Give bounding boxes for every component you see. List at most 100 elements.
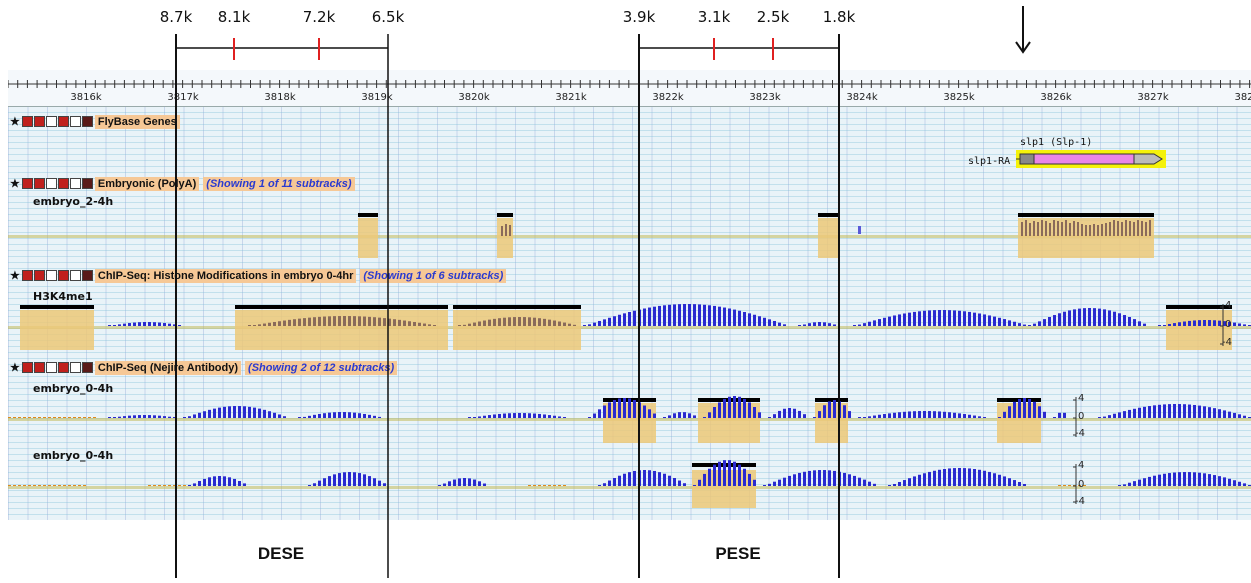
peak-bar — [815, 398, 848, 402]
track-baseline — [8, 486, 1251, 489]
track-header-histone: ★ ChIP-Seq: Histone Modifications in emb… — [10, 267, 507, 284]
share-icon[interactable] — [57, 178, 69, 189]
star-icon[interactable]: ★ — [10, 116, 20, 128]
pese-scale-label: 3.9k — [622, 8, 656, 26]
gene-model[interactable] — [1016, 150, 1166, 168]
pese-region-label: PESE — [715, 544, 761, 563]
ruler-tick-label: 3827k — [1137, 92, 1169, 103]
base-position-ruler: 3816k 3817k 3818k 3819k 3820k 3821k 3822… — [8, 70, 1251, 107]
enriched-region[interactable] — [818, 218, 840, 258]
axis-label-zero: 0 — [1078, 479, 1085, 490]
pese-scale-label: 1.8k — [822, 8, 856, 26]
ruler-tick-label: 3824k — [846, 92, 878, 103]
subtracks-link[interactable]: (Showing 2 of 12 subtracks) — [245, 360, 398, 375]
enriched-region[interactable] — [235, 310, 448, 350]
help-icon[interactable] — [81, 270, 93, 281]
help-icon[interactable] — [81, 362, 93, 373]
track-header-flybase: ★ FlyBase Genes — [10, 113, 180, 130]
peak-bar — [818, 213, 840, 217]
help-icon[interactable] — [81, 116, 93, 127]
axis-label-top: 4 — [1078, 460, 1085, 471]
ruler-tick-label: 3817k — [167, 92, 199, 103]
subtracks-link[interactable]: (Showing 1 of 11 subtracks) — [203, 176, 355, 191]
axis-label-zero: 0 — [1225, 319, 1232, 330]
track-title: FlyBase Genes — [94, 114, 180, 129]
move-icon[interactable] — [45, 178, 57, 189]
move-icon[interactable] — [45, 362, 57, 373]
axis-label-top: 4 — [1225, 300, 1232, 311]
track-header-embryonic: ★ Embryonic (PolyA) (Showing 1 of 11 sub… — [10, 175, 355, 192]
ruler-tick-label: 3816k — [70, 92, 102, 103]
star-icon[interactable]: ★ — [10, 178, 20, 190]
genome-browser-panel[interactable]: 3816k 3817k 3818k 3819k 3820k 3821k 3822… — [8, 70, 1251, 520]
enriched-region[interactable] — [453, 310, 581, 350]
ruler-tick-label: 3823k — [749, 92, 781, 103]
subtrack-label: embryo_2-4h — [33, 195, 114, 208]
share-icon[interactable] — [57, 270, 69, 281]
ruler-tick-label: 3820k — [458, 92, 490, 103]
track-baseline — [8, 326, 1251, 329]
subtrack-label: embryo_0-4h — [33, 449, 114, 462]
subtracks-link[interactable]: (Showing 1 of 6 subtracks) — [360, 268, 507, 283]
peak-bar — [358, 213, 378, 217]
close-icon[interactable] — [33, 178, 45, 189]
subtrack-label: H3K4me1 — [33, 290, 93, 303]
configure-icon[interactable] — [69, 362, 81, 373]
track-header-nejire: ★ ChIP-Seq (Nejire Antibody) (Showing 2 … — [10, 359, 398, 376]
histone-signal-graphic — [108, 304, 1251, 346]
axis-label-bottom: -4 — [1075, 428, 1085, 439]
ruler-tick-label: 3825k — [943, 92, 975, 103]
dese-scale-label: 6.5k — [371, 8, 405, 26]
remove-track-icon[interactable] — [21, 270, 33, 281]
peak-bar — [453, 305, 581, 309]
share-icon[interactable] — [57, 116, 69, 127]
pese-scale-label: 2.5k — [756, 8, 790, 26]
enriched-region[interactable] — [358, 218, 378, 258]
gene-model-graphic — [1016, 153, 1163, 165]
enriched-region[interactable] — [815, 403, 848, 443]
pese-scale-label: 3.1k — [697, 8, 731, 26]
dese-scale-label: 8.7k — [159, 8, 193, 26]
down-arrow-icon — [1015, 6, 1031, 54]
ruler-tick-label: 3819k — [361, 92, 393, 103]
move-icon[interactable] — [45, 270, 57, 281]
configure-icon[interactable] — [69, 116, 81, 127]
remove-track-icon[interactable] — [21, 116, 33, 127]
enriched-region[interactable] — [1166, 310, 1232, 350]
configure-icon[interactable] — [69, 178, 81, 189]
ruler-tick-label: 382 — [1234, 92, 1251, 103]
peak-bar — [1018, 213, 1154, 217]
close-icon[interactable] — [33, 116, 45, 127]
dese-region-label: DESE — [257, 544, 305, 563]
dese-scale-label: 7.2k — [302, 8, 336, 26]
ruler-tick-label: 3821k — [555, 92, 587, 103]
enriched-region[interactable] — [20, 310, 94, 350]
close-icon[interactable] — [33, 270, 45, 281]
track-title: ChIP-Seq (Nejire Antibody) — [94, 360, 242, 375]
axis-label-zero: 0 — [1078, 411, 1085, 422]
peak-bar — [235, 305, 448, 309]
peak-bar — [497, 213, 513, 217]
ruler-tick-label: 3826k — [1040, 92, 1072, 103]
close-icon[interactable] — [33, 362, 45, 373]
help-icon[interactable] — [81, 178, 93, 189]
subtrack-label: embryo_0-4h — [33, 382, 114, 395]
ruler-tick-label: 3818k — [264, 92, 296, 103]
star-icon[interactable]: ★ — [10, 362, 20, 374]
track-baseline — [8, 235, 1251, 238]
configure-icon[interactable] — [69, 270, 81, 281]
remove-track-icon[interactable] — [21, 362, 33, 373]
enriched-region[interactable] — [1018, 218, 1154, 258]
track-title: Embryonic (PolyA) — [94, 176, 200, 191]
axis-label-top: 4 — [1078, 393, 1085, 404]
share-icon[interactable] — [57, 362, 69, 373]
dese-scale-label: 8.1k — [217, 8, 251, 26]
polya-signal-graphic — [501, 220, 1151, 236]
remove-track-icon[interactable] — [21, 178, 33, 189]
peak-bar — [1166, 305, 1232, 309]
peak-bar — [20, 305, 94, 309]
move-icon[interactable] — [45, 116, 57, 127]
star-icon[interactable]: ★ — [10, 270, 20, 282]
gene-name-label: slp1 (Slp-1) — [1020, 137, 1093, 148]
track-title: ChIP-Seq: Histone Modifications in embry… — [94, 268, 357, 283]
